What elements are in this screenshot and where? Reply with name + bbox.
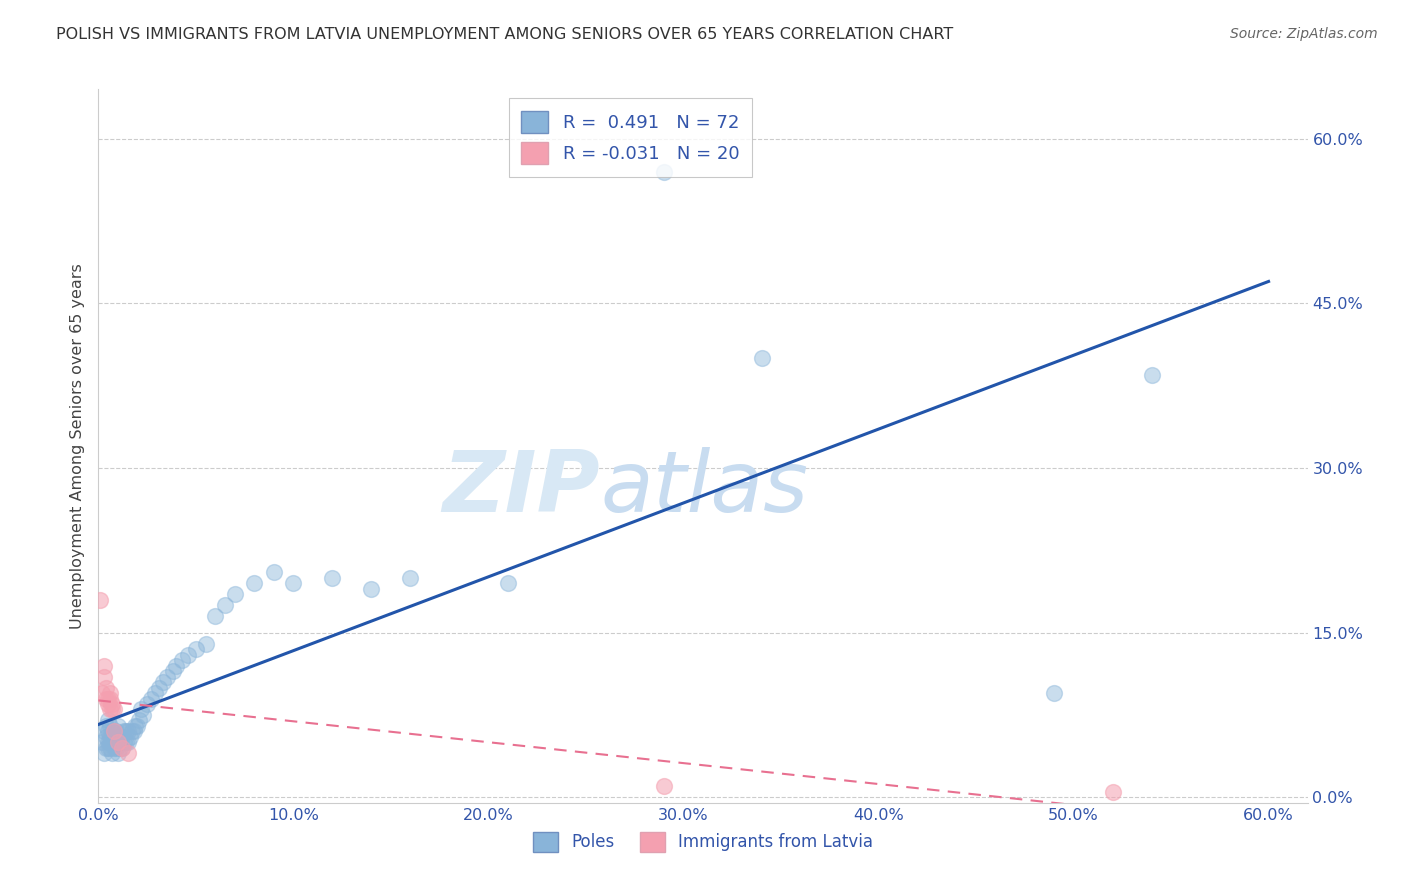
Point — [98, 686, 121, 700]
Point — [283, 576, 305, 591]
Point — [117, 735, 139, 749]
Point — [1101, 785, 1123, 799]
Point — [107, 747, 129, 761]
Point — [172, 653, 194, 667]
Point — [96, 740, 118, 755]
Point — [97, 740, 120, 755]
Point — [124, 719, 146, 733]
Point — [103, 702, 125, 716]
Point — [1140, 368, 1163, 382]
Point — [97, 724, 120, 739]
Point — [117, 724, 139, 739]
Text: ZIP: ZIP — [443, 447, 600, 531]
Point — [204, 609, 226, 624]
Point — [91, 686, 114, 700]
Point — [97, 697, 120, 711]
Point — [101, 702, 124, 716]
Point — [112, 735, 135, 749]
Point — [243, 576, 266, 591]
Point — [156, 669, 179, 683]
Point — [652, 780, 675, 794]
Point — [103, 740, 125, 755]
Point — [139, 691, 162, 706]
Point — [101, 724, 124, 739]
Text: Source: ZipAtlas.com: Source: ZipAtlas.com — [1230, 27, 1378, 41]
Point — [117, 747, 139, 761]
Point — [93, 669, 115, 683]
Text: atlas: atlas — [600, 447, 808, 531]
Point — [104, 740, 127, 755]
Point — [360, 582, 382, 596]
Point — [98, 719, 121, 733]
Point — [121, 724, 143, 739]
Point — [194, 637, 217, 651]
Point — [96, 730, 118, 744]
Point — [97, 691, 120, 706]
Point — [214, 598, 236, 612]
Point — [108, 740, 131, 755]
Point — [152, 675, 174, 690]
Point — [114, 724, 136, 739]
Point — [131, 702, 153, 716]
Point — [111, 740, 134, 755]
Point — [104, 730, 127, 744]
Point — [98, 740, 121, 755]
Point — [112, 724, 135, 739]
Point — [652, 164, 675, 178]
Point — [98, 691, 121, 706]
Point — [143, 686, 166, 700]
Point — [128, 714, 150, 728]
Point — [89, 592, 111, 607]
Point — [1043, 686, 1066, 700]
Point — [114, 735, 136, 749]
Legend: Poles, Immigrants from Latvia: Poles, Immigrants from Latvia — [526, 825, 880, 859]
Point — [136, 697, 159, 711]
Point — [122, 724, 145, 739]
Point — [96, 681, 118, 695]
Point — [107, 735, 129, 749]
Point — [111, 730, 134, 744]
Point — [263, 566, 285, 580]
Point — [496, 576, 519, 591]
Point — [184, 642, 207, 657]
Point — [103, 724, 125, 739]
Point — [108, 730, 131, 744]
Point — [98, 702, 121, 716]
Point — [96, 719, 118, 733]
Point — [91, 735, 114, 749]
Point — [751, 351, 773, 366]
Point — [111, 740, 134, 755]
Point — [104, 724, 127, 739]
Text: POLISH VS IMMIGRANTS FROM LATVIA UNEMPLOYMENT AMONG SENIORS OVER 65 YEARS CORREL: POLISH VS IMMIGRANTS FROM LATVIA UNEMPLO… — [56, 27, 953, 42]
Point — [101, 730, 124, 744]
Point — [101, 747, 124, 761]
Point — [93, 658, 115, 673]
Point — [127, 719, 149, 733]
Point — [321, 571, 343, 585]
Point — [107, 735, 129, 749]
Point — [96, 691, 118, 706]
Point — [107, 730, 129, 744]
Point — [98, 735, 121, 749]
Point — [93, 747, 115, 761]
Point — [177, 648, 200, 662]
Point — [148, 681, 170, 695]
Point — [98, 730, 121, 744]
Point — [103, 735, 125, 749]
Point — [107, 719, 129, 733]
Point — [103, 724, 125, 739]
Point — [97, 714, 120, 728]
Point — [101, 697, 124, 711]
Point — [132, 708, 155, 723]
Point — [93, 724, 115, 739]
Point — [162, 664, 184, 678]
Point — [224, 587, 246, 601]
Point — [399, 571, 422, 585]
Y-axis label: Unemployment Among Seniors over 65 years: Unemployment Among Seniors over 65 years — [70, 263, 86, 629]
Point — [118, 730, 141, 744]
Point — [165, 658, 187, 673]
Point — [101, 735, 124, 749]
Point — [97, 735, 120, 749]
